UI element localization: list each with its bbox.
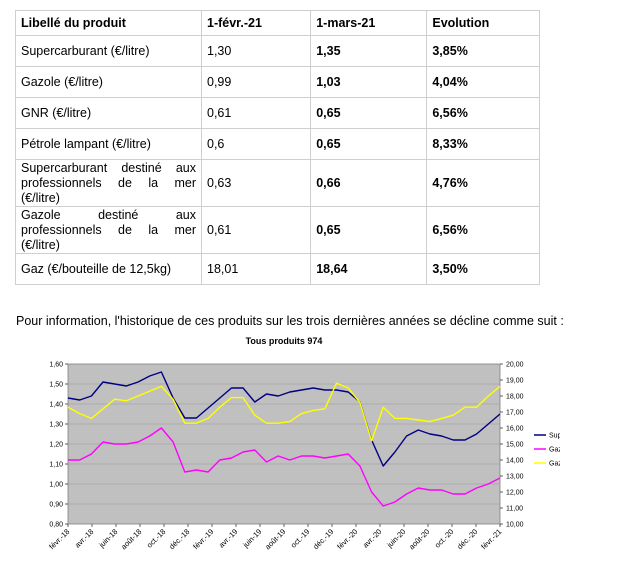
x-tick-label: oct.-19 (289, 527, 312, 550)
product-label: Gazole (€/litre) (15, 66, 202, 98)
x-tick-label: juin-19 (240, 527, 263, 550)
y-right-tick-label: 15,00 (506, 442, 524, 449)
product-label: Supercarburant destiné aux professionnel… (15, 159, 202, 207)
price-feb: 18,01 (200, 253, 312, 285)
price-evolution: 6,56% (426, 97, 540, 129)
x-tick-label: avr.-20 (361, 527, 384, 550)
price-mar: 0,65 (310, 128, 428, 160)
x-tick-label: août-20 (407, 527, 431, 551)
x-tick-label: févr.-18 (47, 527, 71, 551)
y-left-tick-label: 0,80 (49, 522, 63, 529)
product-label: Gaz (€/bouteille de 12,5kg) (15, 253, 202, 285)
y-left-tick-label: 1,30 (49, 422, 63, 429)
table-row: GNR (€/litre) 0,61 0,65 6,56% (15, 97, 540, 129)
price-feb: 0,61 (200, 97, 312, 129)
y-left-tick-label: 1,10 (49, 462, 63, 469)
header-feb: 1-févr.-21 (200, 10, 312, 36)
y-right-tick-label: 13,00 (506, 474, 524, 481)
intro-text: Pour information, l'historique de ces pr… (16, 314, 564, 328)
x-tick-label: juin-18 (96, 527, 119, 550)
series-line-gazole (68, 427, 501, 507)
y-left-tick-label: 1,60 (49, 362, 63, 369)
header-mar: 1-mars-21 (310, 10, 428, 36)
header-product: Libellé du produit (15, 10, 202, 36)
price-evolution: 3,50% (426, 253, 540, 285)
y-right-tick-label: 18,00 (506, 394, 524, 401)
x-tick-label: juin-20 (384, 527, 407, 550)
x-tick-label: oct.-20 (433, 527, 456, 550)
product-label: GNR (€/litre) (15, 97, 202, 129)
product-label: Supercarburant (€/litre) (15, 35, 202, 67)
price-mar: 18,64 (310, 253, 428, 285)
fuel-price-chart: Tous produits 974 0,80 0,90 1,00 1,10 1,20 1,3… (47, 336, 560, 551)
table-row: Pétrole lampant (€/litre) 0,6 0,65 8,33% (15, 128, 540, 160)
y-right-tick-label: 12,00 (506, 490, 524, 497)
x-tick-label: févr.-19 (191, 527, 215, 551)
price-feb: 0,99 (200, 66, 312, 98)
y-left-tick-label: 1,50 (49, 382, 63, 389)
series-line-super (67, 371, 501, 467)
x-tick-label: déc.-19 (311, 527, 335, 551)
product-label: Pétrole lampant (€/litre) (15, 128, 202, 160)
y-right-tick-label: 11,00 (506, 506, 523, 513)
legend-label-gazole: Gazole (549, 447, 560, 454)
y-right-tick-label: 16,00 (506, 426, 524, 433)
x-tick-label: avr.-19 (217, 527, 240, 550)
y-right-tick-label: 20,00 (506, 362, 524, 369)
price-evolution: 3,85% (426, 35, 540, 67)
table-row: Gaz (€/bouteille de 12,5kg) 18,01 18,64 … (15, 253, 540, 285)
price-feb: 0,6 (200, 128, 312, 160)
chart-title: Tous produits 974 (246, 336, 323, 346)
table-row: Supercarburant (€/litre) 1,30 1,35 3,85% (15, 35, 540, 67)
y-left-tick-label: 1,40 (49, 402, 63, 409)
y-left-tick-label: 1,00 (49, 482, 63, 489)
y-left-tick-label: 1,20 (49, 442, 63, 449)
x-tick-label: août-18 (119, 527, 143, 551)
table-row: Supercarburant destiné aux professionnel… (15, 159, 540, 207)
y-left-tick-label: 0,90 (49, 502, 63, 509)
table-header-row: Libellé du produit 1-févr.-21 1-mars-21 … (15, 10, 540, 36)
price-mar: 1,35 (310, 35, 428, 67)
y-right-tick-label: 19,00 (506, 378, 524, 385)
x-tick-label: oct.-18 (145, 527, 168, 550)
x-tick-label: févr.-21 (479, 527, 503, 551)
price-feb: 1,30 (200, 35, 312, 67)
price-mar: 0,65 (310, 206, 428, 254)
price-mar: 0,65 (310, 97, 428, 129)
product-label: Gazole destiné aux professionnels de la … (15, 206, 202, 254)
y-right-tick-label: 10,00 (506, 522, 524, 529)
price-evolution: 4,76% (426, 159, 540, 207)
price-table: Libellé du produit 1-févr.-21 1-mars-21 … (15, 10, 540, 285)
price-feb: 0,61 (200, 206, 312, 254)
x-tick-label: avr.-18 (73, 527, 96, 550)
x-tick-label: août-19 (263, 527, 287, 551)
price-mar: 0,66 (310, 159, 428, 207)
price-evolution: 4,04% (426, 66, 540, 98)
x-tick-label: févr.-20 (335, 527, 359, 551)
table-row: Gazole (€/litre) 0,99 1,03 4,04% (15, 66, 540, 98)
x-tick-label: déc.-18 (167, 527, 191, 551)
price-evolution: 8,33% (426, 128, 540, 160)
price-mar: 1,03 (310, 66, 428, 98)
table-row: Gazole destiné aux professionnels de la … (15, 206, 540, 254)
price-evolution: 6,56% (426, 206, 540, 254)
y-right-tick-label: 14,00 (506, 458, 524, 465)
y-right-tick-label: 17,00 (506, 410, 524, 417)
x-tick-label: déc.-20 (455, 527, 479, 551)
price-feb: 0,63 (200, 159, 312, 207)
series-line-gaz (67, 382, 501, 442)
legend-label-gaz: Gaz (549, 461, 560, 468)
legend-label-super: Super (549, 433, 560, 440)
header-evolution: Evolution (426, 10, 540, 36)
